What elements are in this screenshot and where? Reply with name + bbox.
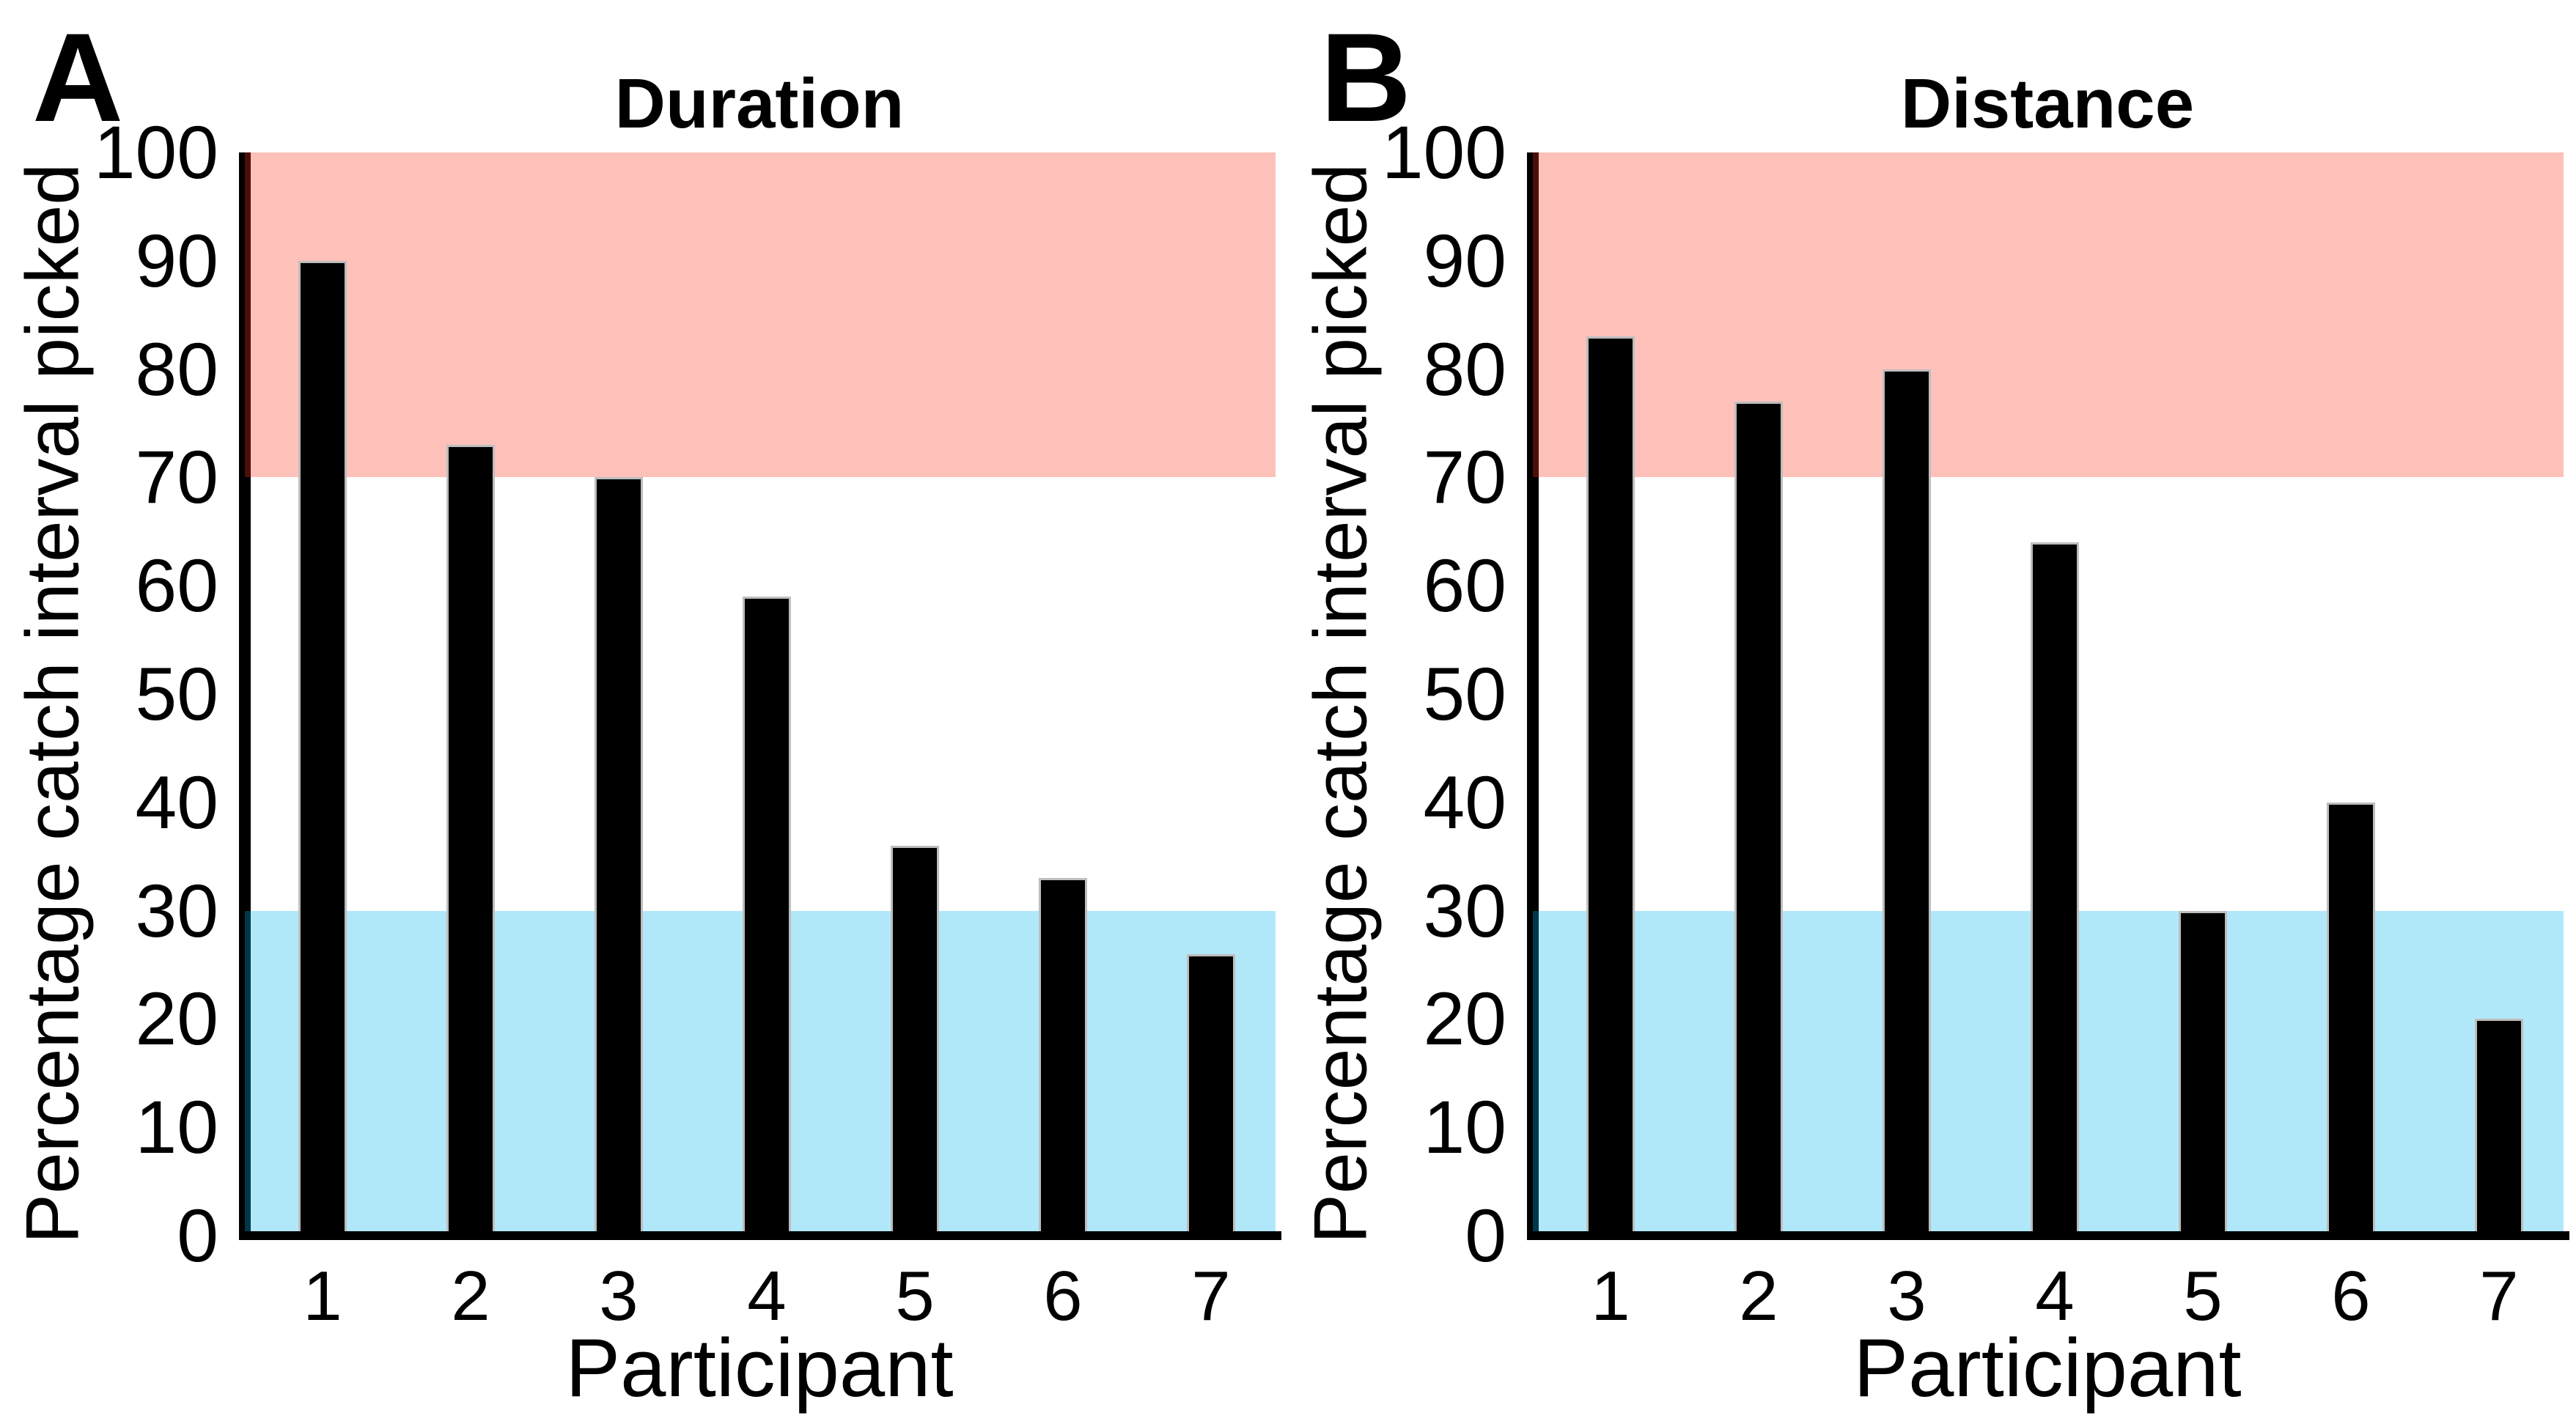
bar-participant-2 — [1734, 401, 1783, 1239]
x-tick-label: 6 — [1043, 1257, 1083, 1335]
bar-participant-4 — [2031, 542, 2079, 1239]
bar-participant-3 — [595, 477, 643, 1239]
y-tick-label: 10 — [1423, 1085, 1506, 1170]
y-tick-label: 100 — [93, 111, 218, 194]
y-tick-label: 90 — [135, 218, 218, 303]
bar-participant-4 — [743, 596, 791, 1239]
panel-duration: A Duration Percentage catch interval pic… — [11, 7, 1281, 1414]
y-tick-label: 0 — [177, 1194, 218, 1277]
y-tick-label: 80 — [1423, 327, 1506, 411]
chart-title-distance: Distance — [1900, 64, 2195, 143]
x-axis-line — [239, 1231, 1281, 1240]
y-tick-label: 30 — [135, 868, 218, 953]
bar-participant-7 — [1187, 953, 1235, 1239]
x-tick-label: 3 — [1887, 1257, 1927, 1335]
chart-title-duration: Duration — [614, 64, 905, 143]
x-tick-label: 6 — [2331, 1257, 2371, 1335]
x-tick-label: 4 — [747, 1257, 787, 1335]
bar-participant-6 — [1039, 878, 1087, 1239]
x-tick-label: 5 — [2183, 1257, 2223, 1335]
bar-participant-1 — [1586, 336, 1635, 1239]
y-tick-label: 20 — [135, 977, 218, 1061]
bar-participant-2 — [446, 445, 495, 1239]
bar-participant-5 — [2179, 910, 2227, 1239]
y-tick-label: 40 — [1423, 760, 1506, 844]
bar-participant-6 — [2327, 802, 2375, 1239]
x-tick-label: 2 — [1739, 1257, 1778, 1335]
y-tick-label: 0 — [1465, 1194, 1506, 1277]
y-tick-label: 90 — [1423, 218, 1506, 303]
x-tick-label: 5 — [895, 1257, 935, 1335]
bar-participant-1 — [298, 260, 347, 1239]
plot-area: 0 10 20 30 40 50 60 70 80 90 100 1 2 3 4 5 6 7 — [1288, 0, 2576, 1424]
y-tick-label: 60 — [1423, 544, 1506, 628]
x-tick-label: 3 — [599, 1257, 639, 1335]
plot-area: 0 10 20 30 40 50 60 70 80 90 100 1 2 3 4 5 6 7 — [93, 111, 1281, 1335]
y-tick-label: 10 — [135, 1085, 218, 1170]
upper-band — [245, 152, 1276, 478]
x-tick-label: 1 — [1591, 1257, 1630, 1335]
y-tick-label: 30 — [1423, 868, 1506, 953]
panel-letter-b: B — [1320, 7, 1412, 148]
upper-band — [1533, 152, 2564, 478]
y-tick-label: 60 — [135, 544, 218, 628]
bar-participant-7 — [2475, 1019, 2523, 1239]
panel-letter-a: A — [32, 7, 124, 148]
y-tick-label: 100 — [1381, 111, 1506, 194]
y-axis-spine — [239, 152, 251, 1240]
bar-participant-3 — [1883, 369, 1931, 1239]
y-tick-label: 50 — [1423, 652, 1506, 736]
y-tick-label: 20 — [1423, 977, 1506, 1061]
x-tick-label: 4 — [2035, 1257, 2075, 1335]
y-tick-label: 40 — [135, 760, 218, 844]
x-axis-line — [1527, 1231, 2569, 1240]
x-axis-label: Participant — [1853, 1322, 2242, 1414]
y-tick-label: 80 — [135, 327, 218, 411]
y-axis-spine — [1527, 152, 1539, 1240]
bar-participant-5 — [891, 845, 939, 1239]
x-tick-label: 1 — [303, 1257, 342, 1335]
x-axis-label: Participant — [565, 1322, 954, 1414]
x-tick-label: 7 — [1191, 1257, 1231, 1335]
y-tick-label: 70 — [135, 435, 218, 520]
x-tick-label: 7 — [2479, 1257, 2519, 1335]
y-tick-label: 50 — [135, 652, 218, 736]
y-tick-label: 70 — [1423, 435, 1506, 520]
panel-distance: B Distance Percentage catch interval pic… — [1288, 0, 2576, 1424]
x-tick-label: 2 — [451, 1257, 490, 1335]
